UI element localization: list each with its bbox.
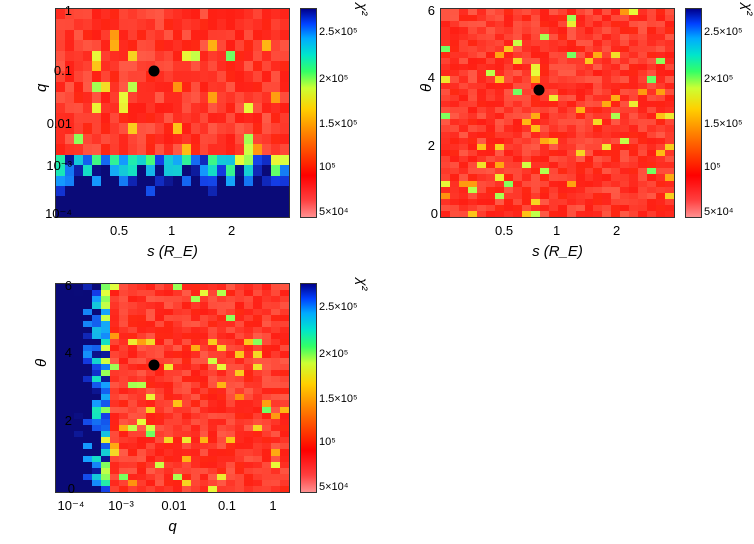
panel1-ytick-2: 0.01 bbox=[27, 116, 72, 131]
panel3-xlabel: q bbox=[55, 518, 290, 535]
panel1-ytick-3: 10⁻³ bbox=[22, 158, 72, 174]
panel3-ytick-2: 2 bbox=[37, 413, 72, 428]
panel1-heatmap[interactable] bbox=[55, 8, 290, 218]
panel1-xlabel: s (R_E) bbox=[55, 243, 290, 260]
panel2-xtick-2: 2 bbox=[613, 223, 620, 238]
panel2-cbtick-3: 2×10⁵ bbox=[704, 73, 733, 85]
panel2-cbtick-4: 2.5×10⁵ bbox=[704, 26, 743, 38]
panel2-cbtick-1: 10⁵ bbox=[704, 161, 721, 173]
panel3-ytick-1: 4 bbox=[37, 345, 72, 360]
panel3-heatmap[interactable] bbox=[55, 283, 290, 493]
panel1-ytick-1: 0.1 bbox=[30, 63, 72, 78]
panel2-xtick-0: 0.5 bbox=[495, 223, 513, 238]
panel1-colorbar[interactable] bbox=[300, 8, 317, 218]
panel2-cbtick-2: 1.5×10⁵ bbox=[704, 118, 743, 130]
panel3-xtick-3: 0.1 bbox=[203, 498, 251, 513]
panel3-cbtick-1: 10⁵ bbox=[319, 436, 336, 448]
panel3-xtick-1: 10⁻³ bbox=[97, 498, 145, 514]
panel2-marker-dot bbox=[533, 84, 544, 95]
panel3-cbtick-3: 2×10⁵ bbox=[319, 348, 348, 360]
panel2-ytick-0: 6 bbox=[420, 3, 435, 18]
panel1-cbtick-0: 5×10⁴ bbox=[319, 206, 349, 218]
panel2-colorbar[interactable] bbox=[685, 8, 702, 218]
panel1-cbtick-1: 10⁵ bbox=[319, 161, 336, 173]
panel1-ytick-4: 10⁻⁴ bbox=[22, 206, 72, 222]
panel3-marker-dot bbox=[148, 359, 159, 370]
panel1-marker-dot bbox=[148, 66, 159, 77]
panel1-cbtick-4: 2.5×10⁵ bbox=[319, 26, 358, 38]
panel3-xtick-0: 10⁻⁴ bbox=[47, 498, 95, 514]
panel2-xtick-1: 1 bbox=[553, 223, 560, 238]
panel3-xtick-2: 0.01 bbox=[150, 498, 198, 513]
panel3-ytick-0: 6 bbox=[37, 278, 72, 293]
panel1-ylabel: q bbox=[33, 78, 103, 98]
panel3-cbtick-0: 5×10⁴ bbox=[319, 481, 349, 493]
panel2-cbtick-0: 5×10⁴ bbox=[704, 206, 734, 218]
panel1-cbtick-2: 1.5×10⁵ bbox=[319, 118, 358, 130]
panel3-cbtick-2: 1.5×10⁵ bbox=[319, 393, 358, 405]
panel1-xtick-1: 1 bbox=[168, 223, 175, 238]
panel1-xtick-2: 2 bbox=[228, 223, 235, 238]
panel2-xlabel: s (R_E) bbox=[440, 243, 675, 260]
panel1-ytick-0: 1 bbox=[37, 3, 72, 18]
panel3-colorbar[interactable] bbox=[300, 283, 317, 493]
panel1-xtick-0: 0.5 bbox=[110, 223, 128, 238]
panel2-ytick-1: 4 bbox=[420, 70, 435, 85]
panel2-ytick-3: 0 bbox=[423, 206, 438, 221]
panel3-ytick-3: 0 bbox=[40, 481, 75, 496]
panel1-cbtick-3: 2×10⁵ bbox=[319, 73, 348, 85]
panel3-xtick-4: 1 bbox=[253, 498, 293, 513]
panel2-heatmap[interactable] bbox=[440, 8, 675, 218]
panel3-cbtick-4: 2.5×10⁵ bbox=[319, 301, 358, 313]
panel2-ytick-2: 2 bbox=[420, 138, 435, 153]
